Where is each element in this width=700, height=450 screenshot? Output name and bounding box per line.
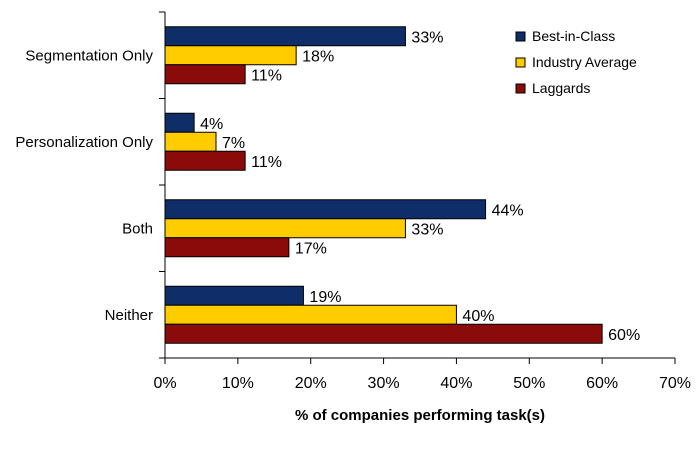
- legend-swatch: [515, 83, 526, 94]
- legend-label: Laggards: [532, 80, 590, 96]
- bar: [164, 304, 457, 325]
- category-label: Personalization Only: [15, 134, 153, 151]
- legend: Best-in-Class Industry Average Laggards: [515, 28, 637, 96]
- data-label: 44%: [492, 202, 524, 219]
- category-label: Both: [122, 220, 153, 237]
- legend-swatch: [515, 31, 526, 42]
- bars-layer: [164, 26, 603, 344]
- data-label: 11%: [251, 67, 282, 84]
- bar: [164, 218, 406, 239]
- data-label: 11%: [251, 154, 282, 171]
- category-label: Neither: [105, 307, 153, 324]
- legend-swatch: [515, 57, 526, 68]
- x-tick-label: 20%: [295, 375, 327, 392]
- x-tick-label: 50%: [513, 375, 545, 392]
- data-label: 18%: [302, 48, 334, 65]
- bar: [164, 199, 487, 220]
- data-label: 4%: [200, 116, 223, 133]
- data-label: 19%: [309, 289, 341, 306]
- bar: [164, 285, 304, 306]
- bar: [164, 45, 297, 66]
- x-tick-label: 0%: [153, 375, 176, 392]
- legend-label: Best-in-Class: [532, 28, 615, 44]
- x-tick-label: 70%: [659, 375, 691, 392]
- data-label: 33%: [411, 29, 443, 46]
- bar: [164, 323, 603, 344]
- bar: [164, 112, 195, 133]
- bar: [164, 26, 406, 47]
- data-label: 33%: [411, 221, 443, 238]
- bar: [164, 150, 246, 171]
- data-labels: Segmentation Only 33% 18% 11% Personalizatio…: [15, 29, 640, 344]
- bar: [164, 131, 217, 152]
- x-tick-label: 40%: [440, 375, 472, 392]
- data-label: 17%: [295, 240, 327, 257]
- legend-label: Industry Average: [532, 54, 637, 70]
- x-tick-label: 60%: [586, 375, 618, 392]
- x-tick-label: 10%: [222, 375, 254, 392]
- data-label: 7%: [222, 135, 245, 152]
- data-label: 40%: [462, 308, 494, 325]
- category-label: Segmentation Only: [25, 47, 153, 64]
- x-tick-label: 30%: [368, 375, 400, 392]
- x-axis-title: % of companies performing task(s): [295, 407, 545, 424]
- bar: [164, 64, 246, 85]
- bar: [164, 237, 290, 258]
- axis-ticks: 0% 10% 20% 30% 40% 50% 60% 70%: [153, 11, 691, 392]
- data-label: 60%: [608, 327, 640, 344]
